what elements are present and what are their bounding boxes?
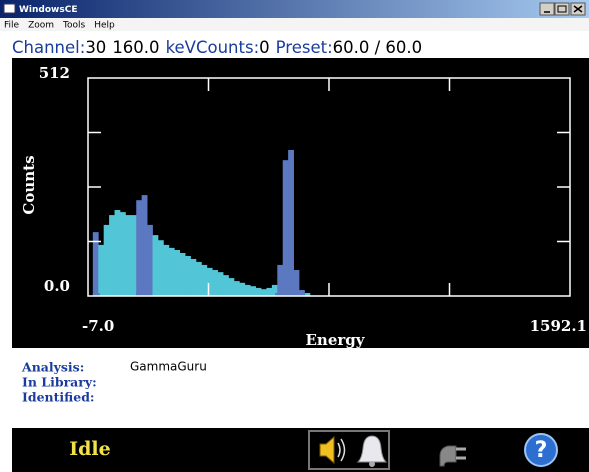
histogram-bar [282, 160, 289, 296]
histogram-bar [288, 149, 294, 296]
status-label: Channel: [12, 38, 85, 57]
audio-group [308, 430, 390, 470]
histogram-bar [190, 258, 197, 296]
histogram-bar [125, 215, 132, 296]
histogram-bar [147, 224, 153, 296]
speaker-shape [319, 435, 335, 465]
status-text: Idle [69, 438, 110, 460]
title-bar [0, 0, 589, 18]
histogram-bar [261, 289, 267, 296]
status-label: keV [166, 38, 197, 57]
x-tick-label: -7.0 [82, 317, 114, 335]
roi-band [92, 293, 100, 296]
close-glyph [573, 5, 583, 13]
histogram-bar [250, 286, 256, 296]
histogram-bar [157, 240, 164, 296]
help-icon[interactable]: ? [524, 433, 558, 467]
chart: -7.0 1592.1 0.0 512 Energy Counts [20, 64, 587, 349]
y-axis-label: Counts [20, 155, 38, 214]
histogram-bar [206, 267, 213, 296]
histogram-bar [185, 255, 191, 296]
speaker-waves [337, 438, 346, 462]
roi-band [275, 293, 306, 296]
histogram-bar [130, 215, 137, 296]
info-label: Analysis: [21, 360, 84, 375]
plug-prongs [456, 447, 466, 460]
histogram-bar [304, 293, 311, 296]
window-buttons [539, 2, 586, 16]
histogram-bar [174, 250, 181, 296]
histogram-bar [103, 224, 110, 296]
window-title: WindowsCE [19, 5, 77, 15]
histogram-bar [239, 282, 246, 296]
histogram-bar [293, 270, 300, 296]
status-value: 160.0 [112, 38, 159, 57]
histogram-bar [277, 264, 284, 296]
spectrum-panel [12, 58, 589, 348]
bell-shape [356, 435, 388, 463]
histogram-bar [244, 284, 251, 296]
help-circle [524, 433, 558, 467]
menu-bar [0, 18, 589, 31]
plug-icon[interactable] [439, 445, 466, 467]
info-label: In Library: [22, 375, 97, 390]
help-glyph: ? [535, 438, 548, 463]
histogram-bar [233, 281, 240, 296]
histogram-bar [152, 235, 159, 296]
toolbar [12, 428, 589, 472]
maximize-glyph [557, 5, 567, 13]
status-label: Preset: [276, 38, 333, 57]
status-line: Channel:30 160.0 keVCounts:0 Preset:60.0 / … [12, 38, 422, 57]
bell-clapper [369, 461, 375, 467]
histogram-bar [168, 247, 175, 296]
histogram-bar [201, 264, 208, 296]
minimize-button[interactable] [539, 2, 555, 16]
status-value: 30 [85, 38, 106, 57]
histogram-bar [271, 284, 278, 296]
histogram-bar [92, 232, 99, 296]
histogram-bar [228, 278, 235, 296]
histogram-bar [195, 261, 202, 296]
menu-item[interactable]: Tools [62, 21, 85, 31]
maximize-button[interactable] [554, 2, 570, 16]
histogram-bar [212, 270, 219, 296]
status-value: 0 [259, 38, 270, 57]
histogram-bar [136, 200, 143, 296]
menu-item[interactable]: File [4, 21, 20, 31]
y-tick-label: 512 [39, 64, 70, 82]
speaker-icon[interactable] [319, 435, 346, 465]
histogram-bar [217, 272, 224, 296]
histogram-bar [141, 195, 148, 296]
histogram-bar [163, 244, 170, 296]
histogram-bar [119, 212, 126, 296]
x-tick-label: 1592.1 [530, 317, 587, 335]
roi-band [135, 293, 151, 296]
plug-body [439, 445, 457, 467]
info-label: Identified: [22, 390, 95, 405]
histogram-bar [114, 209, 121, 296]
info-value: GammaGuru [130, 360, 207, 374]
x-axis-label: Energy [306, 331, 366, 349]
menu-item[interactable]: Help [94, 21, 115, 31]
histogram-bar [255, 287, 262, 296]
info-panel: Analysis: GammaGuru In Library:Identified: [21, 360, 207, 405]
status-label: Counts: [196, 38, 259, 57]
window-icon [3, 3, 16, 14]
histogram-bar [98, 244, 105, 296]
histogram-bar [179, 252, 186, 296]
histogram-bar [109, 215, 115, 296]
menu-item[interactable]: Zoom [28, 21, 54, 31]
histogram-bar [266, 287, 273, 296]
bell-icon[interactable] [356, 435, 388, 467]
status-value: 60.0 / 60.0 [333, 38, 423, 57]
y-tick-label: 0.0 [44, 277, 70, 295]
histogram-bar [223, 275, 229, 296]
menu: File Zoom Tools Help [4, 21, 115, 31]
